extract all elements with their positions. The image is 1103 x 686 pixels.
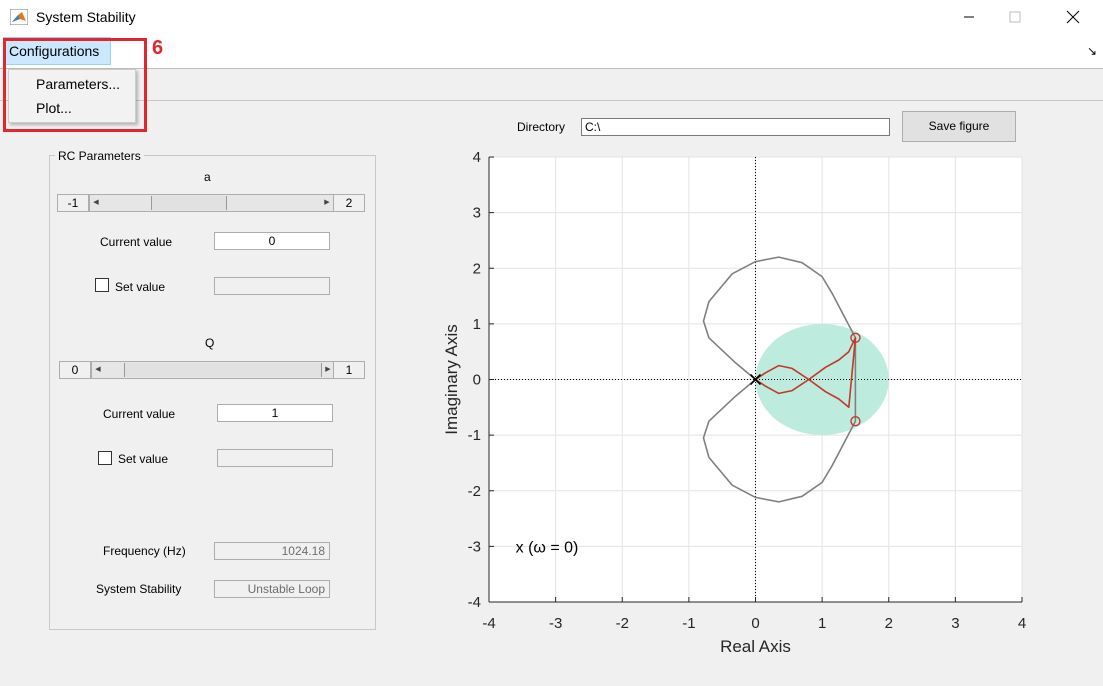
x-tick-label: -1 [682,615,695,632]
param-a-set-label: Set value [115,280,166,294]
close-button[interactable] [1050,0,1096,34]
omega-annotation: x (ω = 0) [516,539,579,556]
marker-x-stroke [749,373,762,386]
x-tick-label: 0 [751,615,759,632]
x-tick-label: -2 [616,615,629,632]
y-tick-label: 2 [473,260,481,277]
stability-label: System Stability [96,582,182,596]
title-bar: System Stability [0,0,1103,34]
param-a-slider-thumb[interactable] [151,196,227,210]
x-axis-label: Real Axis [720,637,791,656]
menu-item-parameters[interactable]: Parameters... [36,76,121,92]
param-q-min: 0 [59,361,91,379]
maximize-icon [1009,11,1021,23]
marker-x [749,373,762,386]
param-a-current-label: Current value [100,235,173,249]
series-line-1 [755,337,857,409]
param-q-label: Q [205,336,215,350]
toolbar-expand-icon[interactable]: ↘ [1087,44,1098,58]
x-tick-label: -3 [549,615,562,632]
callout-number: 6 [152,37,164,59]
minimize-button[interactable] [946,0,992,34]
param-q-current-field[interactable]: 1 [217,404,333,422]
toolbar-divider [0,100,1103,101]
param-q-set-checkbox[interactable] [98,451,112,465]
y-tick-label: 0 [473,372,481,389]
y-tick-label: -4 [468,594,481,611]
minimize-icon [964,16,974,18]
slider-left-arrow-icon[interactable]: ◀ [93,199,99,206]
menu-bar: Configurations ↘ [0,34,1103,69]
param-a-set-checkbox[interactable] [95,278,109,292]
configurations-dropdown: Parameters... Plot... [8,69,136,123]
series-line-0 [702,256,857,503]
y-axis-label: Imaginary Axis [442,324,461,435]
slider-right-arrow-icon[interactable]: ▶ [324,199,330,206]
frequency-field: 1024.18 [214,542,330,560]
highlight-annotation-box [3,38,147,132]
param-q-slider[interactable]: ◀ ▶ [91,361,335,379]
param-q-current-label: Current value [103,407,176,421]
slider-right-arrow-icon[interactable]: ▶ [325,366,331,373]
close-icon [1066,10,1080,24]
y-tick-label: -2 [468,483,481,500]
y-tick-label: -3 [468,538,481,555]
stability-field: Unstable Loop [214,580,330,598]
param-q-slider-thumb[interactable] [124,363,322,377]
matlab-icon [10,9,28,25]
directory-input[interactable]: C:\ [581,118,890,136]
param-a-current-field[interactable]: 0 [214,232,330,250]
marker-circle [850,332,861,343]
y-tick-label: 3 [473,205,481,222]
window-title: System Stability [36,9,136,25]
directory-label: Directory [517,120,566,134]
param-a-slider[interactable]: ◀ ▶ [89,194,334,212]
param-a-slider-group: -1 ◀ ▶ 2 [57,194,366,212]
param-q-slider-group: 0 ◀ ▶ 1 [59,361,367,379]
x-tick-label: 1 [818,615,826,632]
x-tick-label: 2 [885,615,893,632]
param-q-set-field[interactable] [217,449,333,467]
nyquist-plot[interactable]: -4 -3 -2 -1 0 1 2 3 4 4 3 2 1 0 -1 -2 -3 -4 Real Axis Imagi… [440,145,1040,665]
maximize-button[interactable] [992,0,1038,34]
slider-left-arrow-icon[interactable]: ◀ [95,366,101,373]
param-a-label: a [204,170,211,184]
marker-circle [850,416,861,427]
x-tick-label: 4 [1018,615,1026,632]
param-q-max: 1 [333,361,365,379]
menu-item-plot[interactable]: Plot... [36,100,72,116]
x-tick-label: 3 [951,615,959,632]
y-tick-label: 4 [473,149,481,166]
x-tick-label: -4 [482,615,495,632]
param-q-set-label: Set value [118,452,169,466]
y-tick-label: 1 [473,316,481,333]
rc-parameters-panel [49,155,376,630]
param-a-set-field[interactable] [214,277,330,295]
y-tick-label: -1 [468,427,481,444]
param-a-max: 2 [333,194,365,212]
save-figure-button[interactable]: Save figure [902,111,1016,142]
frequency-label: Frequency (Hz) [103,544,186,558]
panel-title: RC Parameters [55,149,144,163]
param-a-min: -1 [57,194,89,212]
